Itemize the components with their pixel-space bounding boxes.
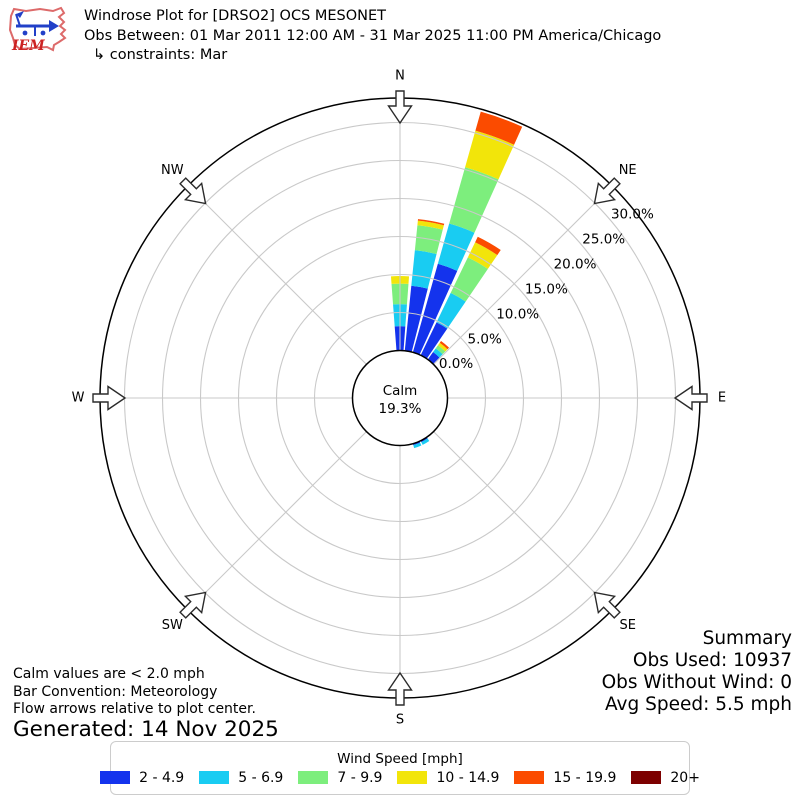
logo-text: IEM [11,38,45,54]
header: Windrose Plot for [DRSO2] OCS MESONET Ob… [84,7,661,66]
legend-label: 20+ [670,769,700,786]
bar-segment-az40-bin3 [437,342,448,352]
page-title: Windrose Plot for [DRSO2] OCS MESONET [84,8,387,24]
compass-label-sw: SW [162,618,183,633]
footnote-convention: Bar Convention: Meteorology [13,683,218,700]
ring-label-10: 10.0% [496,306,539,322]
legend-label: 7 - 9.9 [337,769,383,786]
summary-obs-used: Obs Used: 10937 [632,650,792,671]
wind-speed-legend: Wind Speed [mph] 2 - 4.9 5 - 6.9 7 - 9.9… [100,741,700,795]
iowa-outline [8,6,67,52]
legend-entry: 10 - 14.9 [397,770,499,786]
legend-entry: 5 - 6.9 [199,770,283,786]
legend-label: 15 - 19.9 [553,769,617,786]
bar-segment-az10-bin1 [411,250,437,289]
ring-label-5: 5.0% [468,331,502,347]
legend-row: 2 - 4.9 5 - 6.9 7 - 9.9 10 - 14.9 15 - 1… [100,770,700,786]
constraints: ↳ constraints: Mar [93,47,228,63]
ring-label-15: 15.0% [525,281,568,297]
compass-label-nw: NW [161,163,184,178]
bar-segment-az40-bin4 [439,340,450,350]
legend-title: Wind Speed [mph] [337,750,463,767]
grid-spoke-45 [433,185,613,365]
grid-spoke-225 [187,431,367,611]
summary-avg-speed: Avg Speed: 5.5 mph [604,694,792,715]
compass-label-w: W [72,391,85,406]
bar-segment-az160-bin1 [413,442,422,449]
grid-spoke-315 [187,185,367,365]
bar-segment-az30-bin3 [467,242,498,269]
legend-entry: 7 - 9.9 [298,770,382,786]
summary-block: Summary Obs Used: 10937 Obs Without Wind… [602,628,792,716]
bar-segment-az20-bin0 [412,263,458,355]
ring-label-25: 25.0% [582,232,625,248]
compass-label-n: N [395,69,405,84]
summary-title: Summary [702,628,792,649]
flow-arrow-w [92,385,127,411]
flow-arrow-e [673,385,708,411]
calm-circle [351,349,449,447]
legend-swatch-darkred [631,771,662,784]
legend-label: 2 - 4.9 [139,769,185,786]
legend-label: 10 - 14.9 [436,769,500,786]
bar-segment-az40-bin2 [435,345,446,355]
legend-swatch-blue [100,771,131,784]
bar-segment-az20-bin4 [475,111,523,145]
summary-obs-without-wind: Obs Without Wind: 0 [601,672,792,693]
bar-segment-az20-bin1 [437,223,475,271]
calm-label: Calm [383,383,418,399]
bar-segment-az30-bin1 [436,292,466,329]
flow-arrow-se [593,591,621,619]
bar-segment-az30-bin0 [420,322,448,359]
footnotes: Calm values are < 2.0 mph Bar Convention… [13,666,279,742]
ring-label-0: 0.0% [439,356,473,372]
obs-range: Obs Between: 01 Mar 2011 12:00 AM - 31 M… [84,27,662,44]
bar-segment-az10-bin0 [404,285,428,352]
flow-arrow-s [387,671,413,706]
legend-swatch-cyan [199,771,230,784]
compass-label-ne: NE [619,163,637,178]
bar-segment-az150-bin1 [421,438,430,445]
flow-arrow-nw [179,177,207,205]
calm-value: 19.3% [379,401,422,417]
grid-spoke-135 [433,431,613,611]
iem-logo-icon: IEM [8,6,67,54]
legend-entry: 2 - 4.9 [100,770,184,786]
compass-label-se: SE [619,618,635,633]
compass-label-s: S [396,713,404,728]
compass-label-e: E [718,391,726,406]
legend-swatch-orange [514,771,545,784]
bar-segment-az10-bin3 [417,220,444,230]
bar-segment-az40-bin1 [433,348,443,358]
bar-segment-az20-bin3 [465,130,515,180]
flow-arrow-n [387,90,413,125]
legend-entry: 15 - 19.9 [514,770,616,786]
footnote-calm: Calm values are < 2.0 mph [13,666,205,682]
generated-date: Generated: 14 Nov 2025 [13,716,279,742]
bar-segment-az30-bin4 [475,236,501,256]
flow-arrow-sw [179,591,207,619]
ring-label-30: 30.0% [611,207,654,223]
legend-swatch-green [298,771,329,784]
footnote-arrows: Flow arrows relative to plot center. [13,701,256,717]
legend-swatch-yellow [397,771,428,784]
flow-arrow-ne [593,177,621,205]
legend-entry: 20+ [631,770,700,786]
legend-label: 5 - 6.9 [238,769,284,786]
ring-label-20: 20.0% [554,256,597,272]
bar-segment-az20-bin2 [449,167,499,233]
wind-vane-icon [15,11,59,36]
bar-segment-az10-bin4 [417,219,445,226]
